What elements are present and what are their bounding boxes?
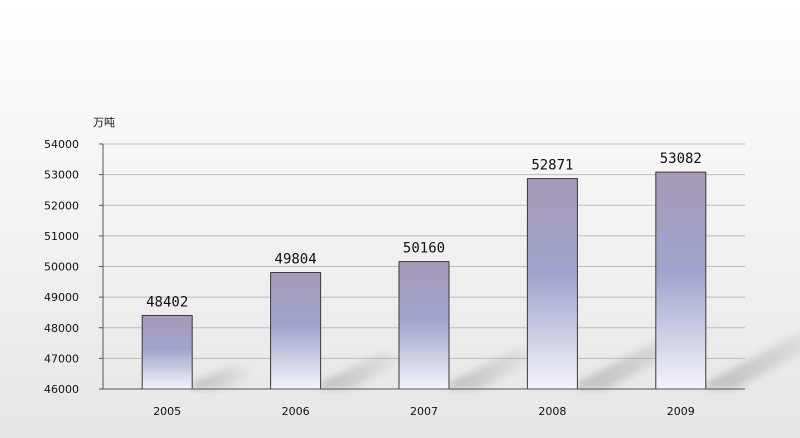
x-tick-label: 2007 (410, 405, 438, 418)
value-label: 53082 (660, 151, 702, 167)
bar-shadow (320, 351, 412, 389)
bar-shadow (449, 348, 547, 389)
bars (141, 171, 707, 390)
x-tick-label: 2005 (153, 405, 181, 418)
x-tick-labels: 2005 2006 2007 2008 2009 (153, 405, 695, 418)
y-tick-label: 53000 (44, 169, 79, 182)
y-tick-label: 47000 (44, 352, 79, 365)
y-tick-label: 52000 (44, 199, 79, 212)
bar-2007 (398, 261, 450, 390)
bar-shadow (192, 365, 261, 389)
y-tick-label: 50000 (44, 261, 79, 274)
y-tick-label: 49000 (44, 291, 79, 304)
value-label: 48402 (146, 294, 188, 310)
value-label: 50160 (403, 241, 445, 257)
bar-2009 (655, 171, 707, 390)
axes (99, 143, 745, 390)
y-tick-labels: 46000 47000 48000 49000 50000 51000 52000 53000… (44, 138, 79, 396)
bar-2008 (526, 178, 578, 390)
x-tick-label: 2008 (538, 405, 566, 418)
y-tick-label: 48000 (44, 322, 79, 335)
bar-shadow (705, 332, 800, 389)
y-tick-label: 51000 (44, 230, 79, 243)
x-tick-label: 2006 (282, 405, 310, 418)
value-label: 49804 (275, 252, 317, 268)
value-label: 52871 (531, 158, 573, 174)
bar-2005 (141, 314, 193, 390)
bar-2006 (270, 272, 322, 390)
value-labels: 48402 49804 50160 52871 53082 (146, 151, 702, 310)
y-tick-label: 46000 (44, 383, 79, 396)
x-tick-label: 2009 (667, 405, 695, 418)
y-tick-label: 54000 (44, 138, 79, 151)
unit-label: 万吨 (93, 116, 115, 129)
